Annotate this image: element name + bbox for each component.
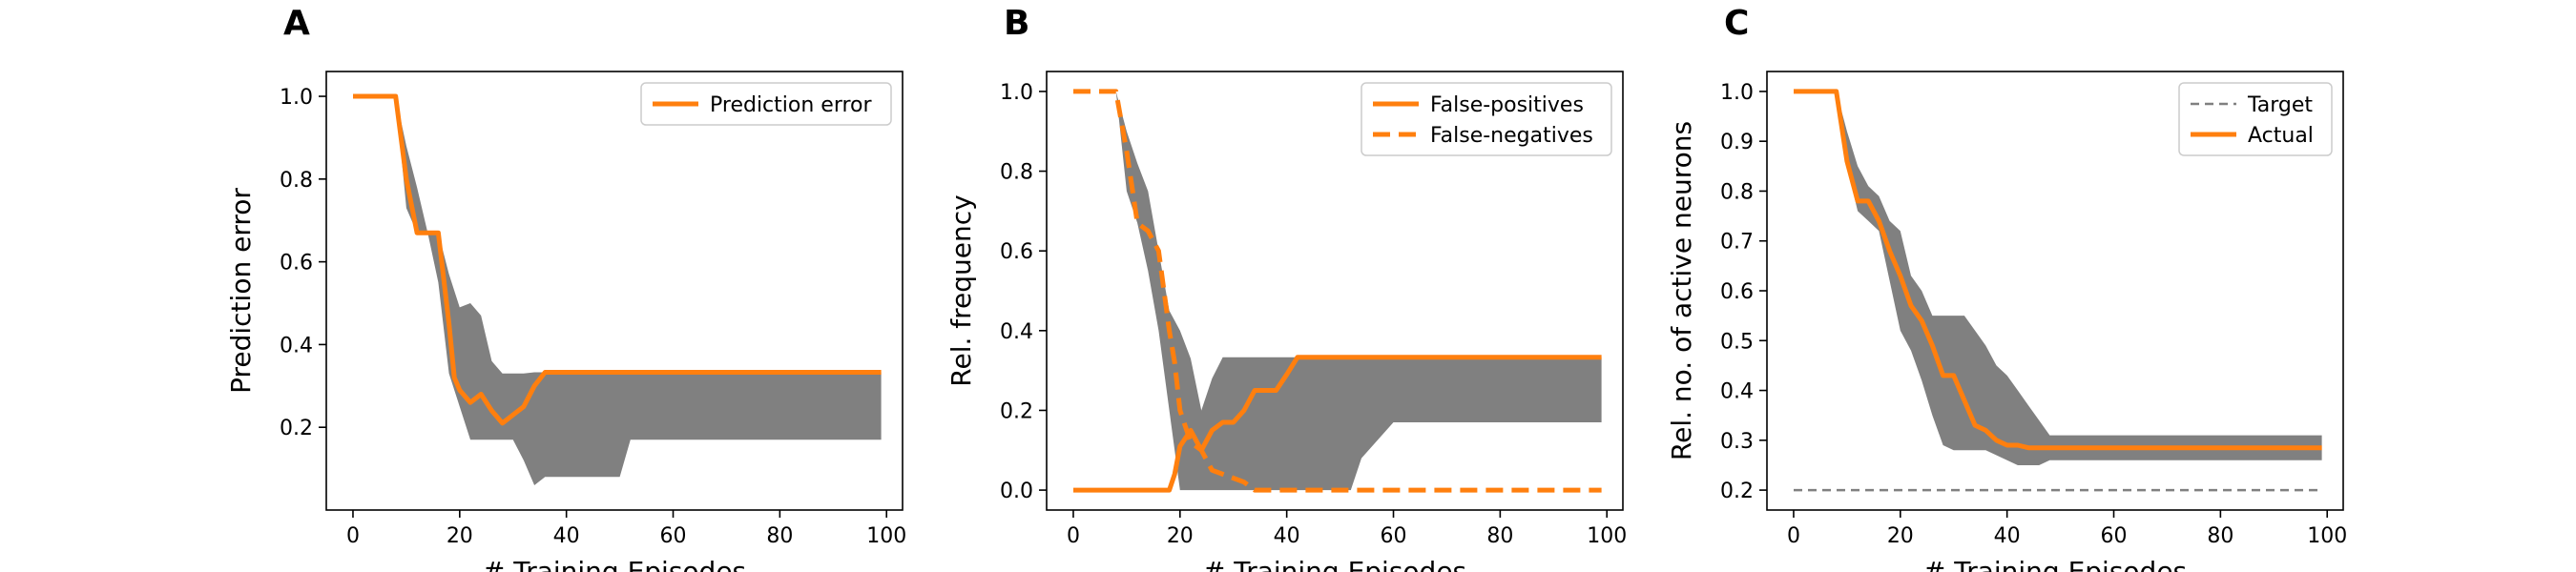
series-line-false-negatives (1073, 89, 1602, 493)
panel-a: 0 20 40 60 80 100 0.2 0.4 0.6 0.8 1.0 # Training Ep… (225, 4, 906, 572)
y-tick-label: 0.4 (280, 334, 313, 358)
axes-frame (1046, 71, 1624, 511)
y-tick-label: 0.6 (1720, 280, 1754, 304)
x-tick-label: 20 (1887, 524, 1914, 548)
y-tick-label: 0.8 (1720, 180, 1754, 204)
x-tick-label: 80 (2207, 524, 2233, 548)
y-tick-label: 0.6 (280, 252, 313, 276)
y-tick-label: 0.4 (1000, 320, 1033, 344)
y-tick-label: 0.5 (1720, 330, 1754, 354)
y-tick-label: 0.8 (1000, 161, 1033, 185)
legend-label: Actual (2248, 124, 2314, 148)
legend-box (640, 82, 892, 126)
y-axis-label: Rel. frequency (945, 194, 977, 386)
y-tick-label: 0.7 (1720, 231, 1754, 255)
x-tick-label: 100 (866, 524, 906, 548)
x-tick-label: 60 (2101, 524, 2128, 548)
panel-b: 0 20 40 60 80 100 0.0 0.2 0.4 0.6 0.8 1.0 # Training… (945, 4, 1627, 572)
panel-letter: A (283, 4, 310, 43)
x-axis-label: # Training Episodes (1203, 556, 1466, 572)
panel-letter: C (1724, 4, 1749, 43)
x-tick-label: 40 (553, 524, 580, 548)
x-tick-label: 0 (1787, 524, 1800, 548)
legend: False-positives False-negatives (1361, 82, 1612, 156)
x-axis-label: # Training Episodes (1923, 556, 2187, 572)
x-tick-label: 80 (766, 524, 793, 548)
confidence-band (1073, 91, 1602, 491)
y-tick-label: 0.3 (1720, 430, 1754, 454)
x-tick-label: 0 (346, 524, 360, 548)
y-tick-label: 1.0 (1720, 81, 1754, 105)
x-tick-label: 60 (1381, 524, 1407, 548)
series-line-false-positives (1073, 355, 1602, 493)
legend: Target Actual (2178, 82, 2333, 156)
y-tick-label: 0.2 (1720, 480, 1754, 503)
x-tick-label: 40 (1274, 524, 1300, 548)
x-tick-label: 40 (1994, 524, 2021, 548)
confidence-band (1794, 91, 2322, 466)
panel-c: 0 20 40 60 80 100 0.2 0.3 0.4 0.5 0.6 0.7 0.8 0.9 1.0 #… (1666, 4, 2347, 572)
x-tick-label: 20 (1167, 524, 1194, 548)
y-tick-label: 0.6 (1000, 240, 1033, 264)
legend-box (2178, 82, 2333, 156)
y-tick-label: 1.0 (1000, 81, 1033, 105)
x-tick-label: 100 (2307, 524, 2347, 548)
panel-letter: B (1004, 4, 1029, 43)
legend-label: Target (2247, 93, 2313, 117)
y-axis-label: Prediction error (225, 188, 257, 394)
legend-label: False-negatives (1430, 124, 1593, 148)
y-tick-label: 0.0 (1000, 480, 1033, 503)
series-line-actual (1794, 89, 2322, 451)
legend-label: Prediction error (710, 93, 872, 117)
x-tick-label: 60 (660, 524, 687, 548)
x-tick-label: 20 (447, 524, 473, 548)
legend-box (1361, 82, 1612, 156)
y-tick-label: 0.9 (1720, 131, 1754, 154)
legend-label: False-positives (1430, 93, 1584, 117)
y-tick-label: 0.2 (280, 417, 313, 440)
x-tick-label: 0 (1067, 524, 1080, 548)
y-tick-label: 0.8 (280, 169, 313, 193)
x-axis-label: # Training Episodes (483, 556, 746, 572)
y-tick-label: 0.2 (1000, 399, 1033, 423)
axes-frame (325, 71, 904, 511)
series-line-prediction-error (353, 93, 882, 426)
x-tick-label: 80 (1486, 524, 1513, 548)
y-axis-label: Rel. no. of active neurons (1666, 121, 1697, 460)
y-tick-label: 0.4 (1720, 380, 1754, 404)
legend: Prediction error (640, 82, 892, 126)
confidence-band (353, 96, 882, 485)
y-tick-label: 1.0 (280, 86, 313, 110)
x-tick-label: 100 (1587, 524, 1627, 548)
